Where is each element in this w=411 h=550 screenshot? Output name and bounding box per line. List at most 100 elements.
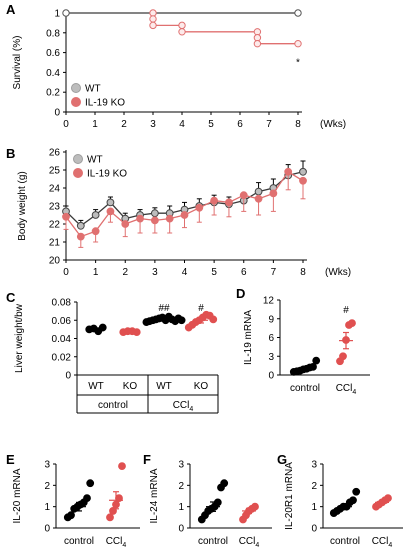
x-tick-label: 3 [150,119,156,130]
group-label: KO [194,381,209,392]
data-point-il19ko [254,194,263,203]
y-tick-label: 22 [49,220,61,231]
x-tick-label: 0 [63,267,69,278]
y-tick-label: 1 [311,502,317,513]
x-axis-label: (Wks) [325,267,351,278]
x-tick-label: 7 [266,119,272,130]
data-point-il19ko [136,214,144,223]
data-point-wt [299,167,307,176]
x-tick-label: 4 [179,119,185,130]
data-point-il19ko [284,167,293,176]
data-point-control [220,479,229,488]
y-tick-label: 2 [178,481,184,492]
y-tick-label: 1 [178,502,184,513]
x-tick-label: 6 [241,267,247,278]
data-point-il19ko [150,216,159,225]
category-label-control: control [98,400,128,411]
data-point-control [83,494,91,503]
category-label-ccl4: CCl4 [372,536,393,549]
y-tick-label: 20 [49,256,61,267]
group-label: KO [123,381,138,392]
category-label-control: control [330,536,360,547]
x-tick-label: 8 [300,267,306,278]
y-tick-label: 0.02 [52,352,72,363]
data-point-il19ko [149,15,157,23]
y-tick-label: 0.2 [46,88,60,99]
panel-letter-b: B [6,146,15,161]
category-label-control: control [64,536,94,547]
y-axis-label: IL-19 mRNA [243,310,254,365]
data-point-il19ko [253,28,262,36]
data-point-ko-ccl4 [209,315,218,324]
legend-label: WT [85,84,101,95]
data-point-control [352,487,361,496]
data-point-control [86,479,95,488]
data-point-il19ko [91,227,100,236]
legend-label: IL-19 KO [85,98,125,109]
series-line-il19ko [152,13,298,45]
legend-marker [73,154,83,164]
data-point-il19ko [210,196,219,205]
significance-marker: # [198,303,204,314]
panel-letter-f: F [143,452,151,467]
data-point-il19ko [76,232,85,241]
x-tick-label: 6 [237,119,243,130]
significance-marker: # [343,305,349,316]
group-label: WT [156,381,172,392]
data-point-ko-control [132,328,141,337]
data-point-il19ko [178,21,186,30]
y-tick-label: 0 [54,108,60,119]
panel-letter-e: E [6,452,15,467]
data-point-il19ko [180,211,189,219]
y-tick-label: 1 [44,502,50,513]
y-tick-label: 23 [49,202,61,213]
data-point-il19ko [195,203,204,212]
y-tick-label: 1 [54,9,60,20]
x-tick-label: 2 [121,119,127,130]
data-point-il19ko [121,220,130,228]
legend-label: WT [87,155,103,166]
y-tick-label: 2 [311,481,317,492]
legend-label: IL-19 KO [87,169,127,180]
y-tick-label: 3 [268,352,274,363]
y-tick-label: 3 [178,460,184,471]
panel-letter-c: C [6,290,16,305]
y-axis-label: IL-20 mRNA [12,468,23,523]
x-tick-label: 3 [152,267,158,278]
data-point-il19ko [239,191,248,200]
data-point-control [67,511,75,520]
x-tick-label: 7 [271,267,277,278]
category-label-ccl4: CCl4 [336,383,357,396]
data-point-control [349,496,357,505]
data-point-ccl4 [339,352,347,361]
data-point-wt-control [98,323,107,332]
x-tick-label: 5 [211,267,217,278]
data-point-il19ko [269,189,278,198]
y-tick-label: 3 [311,460,317,471]
data-point-wt [91,211,100,219]
data-point-control [312,356,321,365]
y-tick-label: 0.06 [52,316,72,327]
x-tick-label: 5 [208,119,214,130]
x-tick-label: 2 [122,267,128,278]
y-tick-label: 0 [65,371,71,382]
y-axis-label: Body weight (g) [17,171,28,240]
data-point-il19ko [294,39,302,48]
x-axis-label: (Wks) [320,119,346,130]
data-point-wt-ccl4 [177,316,186,325]
legend-marker [71,83,81,93]
data-point-ccl4 [106,513,114,522]
data-point-wt [62,9,70,17]
x-tick-label: 4 [182,267,188,278]
y-tick-label: 0.6 [46,48,60,59]
group-label: WT [88,381,104,392]
y-tick-label: 9 [268,314,274,325]
panel-letter-a: A [6,2,16,17]
category-label-ccl4: CCl4 [173,400,194,413]
x-tick-label: 1 [92,119,98,130]
y-tick-label: 0.08 [52,298,72,309]
y-tick-label: 24 [49,184,61,195]
data-point-il19ko [62,212,70,221]
y-tick-label: 0 [178,524,184,535]
